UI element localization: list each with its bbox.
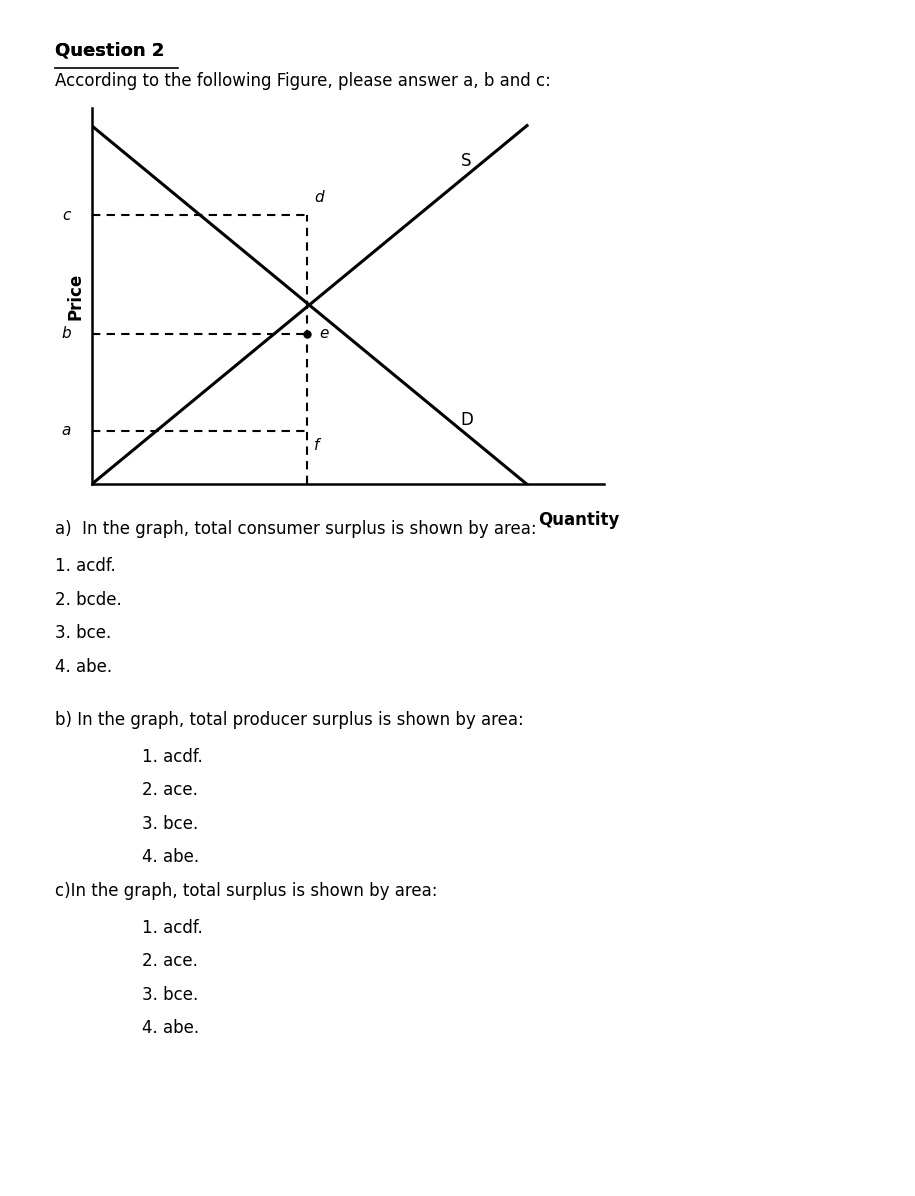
Text: 1. acdf.: 1. acdf.: [55, 557, 115, 575]
Text: S: S: [460, 152, 471, 171]
Y-axis label: Price: Price: [67, 273, 84, 319]
Text: Question 2: Question 2: [55, 42, 165, 60]
Text: 3. bce.: 3. bce.: [142, 814, 198, 832]
Text: According to the following Figure, please answer a, b and c:: According to the following Figure, pleas…: [55, 72, 551, 90]
Text: D: D: [460, 410, 473, 429]
Text: 4. abe.: 4. abe.: [142, 1019, 199, 1037]
Text: d: d: [315, 189, 324, 205]
Text: Quantity: Quantity: [538, 511, 619, 529]
Text: a: a: [61, 423, 71, 438]
Text: Question 2: Question 2: [55, 42, 165, 60]
Text: 2. ace.: 2. ace.: [142, 952, 198, 970]
Text: e: e: [319, 327, 328, 341]
Text: 2. ace.: 2. ace.: [142, 781, 198, 799]
Text: b) In the graph, total producer surplus is shown by area:: b) In the graph, total producer surplus …: [55, 712, 523, 730]
Text: c: c: [62, 208, 71, 222]
Text: f: f: [315, 438, 319, 453]
Text: 1. acdf.: 1. acdf.: [142, 748, 202, 765]
Text: 1. acdf.: 1. acdf.: [142, 919, 202, 936]
Text: c)In the graph, total surplus is shown by area:: c)In the graph, total surplus is shown b…: [55, 881, 437, 899]
Text: a)  In the graph, total consumer surplus is shown by area:: a) In the graph, total consumer surplus …: [55, 520, 536, 538]
Text: 3. bce.: 3. bce.: [142, 986, 198, 1003]
Text: 3. bce.: 3. bce.: [55, 624, 111, 642]
Text: 2. bcde.: 2. bcde.: [55, 591, 122, 609]
Text: 4. abe.: 4. abe.: [55, 658, 112, 676]
Text: 4. abe.: 4. abe.: [142, 848, 199, 866]
Text: b: b: [61, 327, 71, 341]
